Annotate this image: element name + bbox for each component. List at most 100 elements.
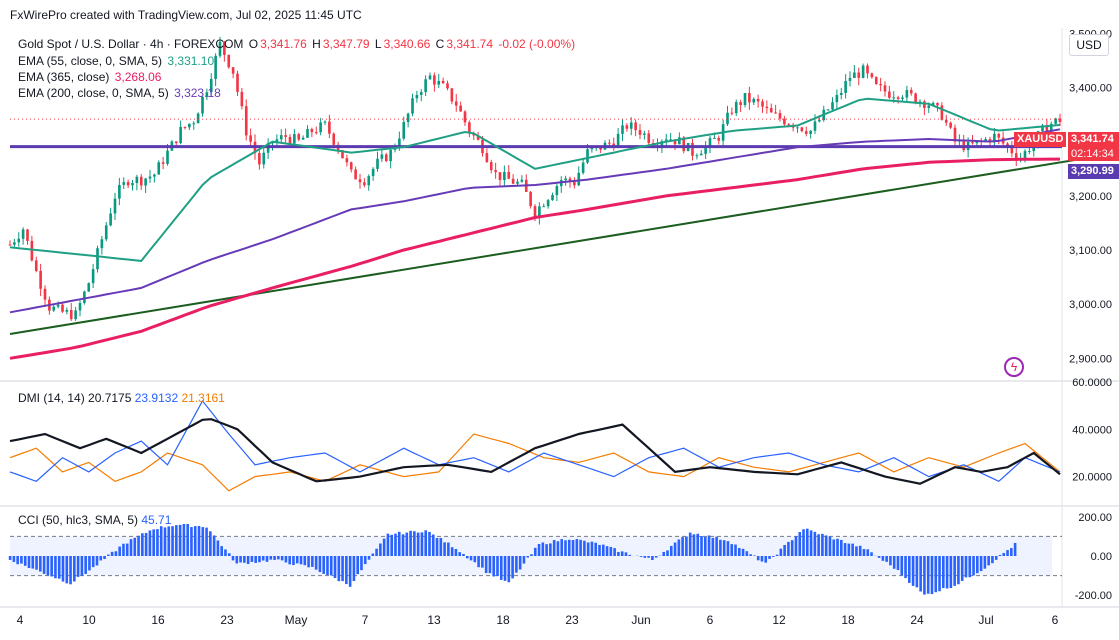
candle	[765, 100, 769, 114]
cci-bar	[265, 556, 269, 562]
cci-bar	[843, 543, 847, 556]
credit-text: FxWirePro created with TradingView.com, …	[10, 8, 362, 22]
candle-body	[179, 126, 182, 144]
cci-bar	[851, 543, 854, 556]
candle-body	[669, 139, 672, 141]
cci-bar	[809, 530, 813, 556]
cci-bar	[141, 533, 144, 556]
candle	[524, 174, 528, 193]
ema365-legend[interactable]: EMA (365, close) 3,268.06	[18, 70, 163, 84]
candle-body	[586, 149, 589, 163]
candle-body	[231, 67, 235, 74]
cci-bar	[39, 556, 42, 572]
candle-body	[883, 85, 887, 92]
candle	[603, 140, 607, 150]
y-tick-label: 60.0000	[1072, 377, 1112, 389]
ema200-legend[interactable]: EMA (200, close, 0, SMA, 5) 3,323.18	[18, 86, 223, 100]
candle	[78, 299, 82, 317]
cci-bar	[175, 525, 178, 556]
cci-bar	[669, 545, 673, 556]
cci-bar	[530, 554, 533, 556]
candle-body	[682, 137, 686, 152]
cci-bar	[322, 556, 325, 574]
candle	[122, 177, 126, 190]
cci-bar	[212, 535, 216, 556]
cci-bar	[103, 556, 106, 560]
candle-body	[835, 94, 839, 103]
cci-bar	[628, 554, 632, 556]
candle-body	[135, 176, 139, 184]
cci-bar	[261, 556, 265, 561]
candle	[944, 114, 948, 126]
candle	[183, 126, 187, 130]
cci-bar	[855, 546, 858, 556]
candle	[874, 76, 878, 85]
ohlc-open: 3,341.76	[260, 37, 307, 51]
candle-body	[752, 98, 756, 103]
candle-body	[555, 186, 559, 196]
candle	[791, 122, 795, 132]
candle	[923, 99, 926, 116]
cci-bar	[171, 526, 174, 556]
cci-bar	[352, 556, 356, 582]
candle-body	[774, 112, 777, 114]
candle	[778, 109, 782, 122]
candle	[485, 148, 489, 163]
candle-body	[608, 142, 611, 144]
cci-bar	[560, 539, 564, 556]
cci-bar	[957, 556, 960, 585]
cci-bar	[719, 539, 722, 556]
cci-bar	[462, 554, 465, 556]
cci-bar	[431, 534, 435, 556]
candle	[310, 127, 314, 138]
cci-bar	[979, 556, 983, 572]
candle-body	[463, 111, 467, 123]
cci-bar	[511, 556, 514, 579]
candle	[573, 177, 576, 189]
candle	[1028, 147, 1031, 155]
ema55-legend[interactable]: EMA (55, close, 0, SMA, 5) 3,331.10	[18, 54, 216, 68]
candle-body	[748, 93, 751, 103]
cci-bar	[564, 540, 567, 556]
candle-body	[1014, 153, 1018, 160]
candle	[748, 86, 751, 110]
cci-bar	[258, 556, 261, 563]
candle	[354, 166, 357, 180]
candle-body	[91, 269, 95, 284]
candle-body	[1058, 118, 1062, 123]
cci-bar	[205, 527, 208, 556]
currency-button[interactable]: USD	[1069, 34, 1109, 56]
cci-legend: CCI (50, hlc3, SMA, 5) 45.71	[18, 513, 172, 527]
cci-bar	[394, 533, 397, 556]
candle-body	[1006, 143, 1009, 147]
candle-body	[787, 124, 791, 126]
adx-value: 20.7175	[88, 391, 135, 405]
candle	[564, 175, 567, 186]
candle	[153, 173, 156, 183]
cci-bar	[329, 556, 333, 576]
candle-body	[739, 102, 742, 105]
candle-body	[201, 96, 204, 114]
candle	[756, 94, 760, 108]
candle	[953, 124, 957, 148]
candle-body	[34, 260, 38, 271]
cci-bar	[960, 556, 964, 581]
cci-bar	[27, 556, 31, 569]
cci-bar	[386, 533, 390, 556]
cci-bar	[156, 529, 159, 556]
candle	[634, 119, 637, 137]
candle-body	[402, 122, 406, 139]
candle	[424, 75, 427, 97]
candle	[656, 138, 659, 152]
cci-bar	[61, 556, 65, 582]
ema55-label: EMA (55, close, 0, SMA, 5)	[18, 54, 163, 68]
x-tick-label: 4	[17, 613, 24, 627]
symbol-name[interactable]: Gold Spot / U.S. Dollar · 4h · FOREXCOM	[18, 37, 244, 51]
flash-icon[interactable]: ϟ	[1004, 357, 1024, 377]
candle-body	[406, 113, 410, 123]
candle-body	[551, 195, 554, 201]
candle	[879, 77, 882, 92]
candle-body	[568, 178, 572, 182]
cci-bar	[201, 527, 205, 556]
